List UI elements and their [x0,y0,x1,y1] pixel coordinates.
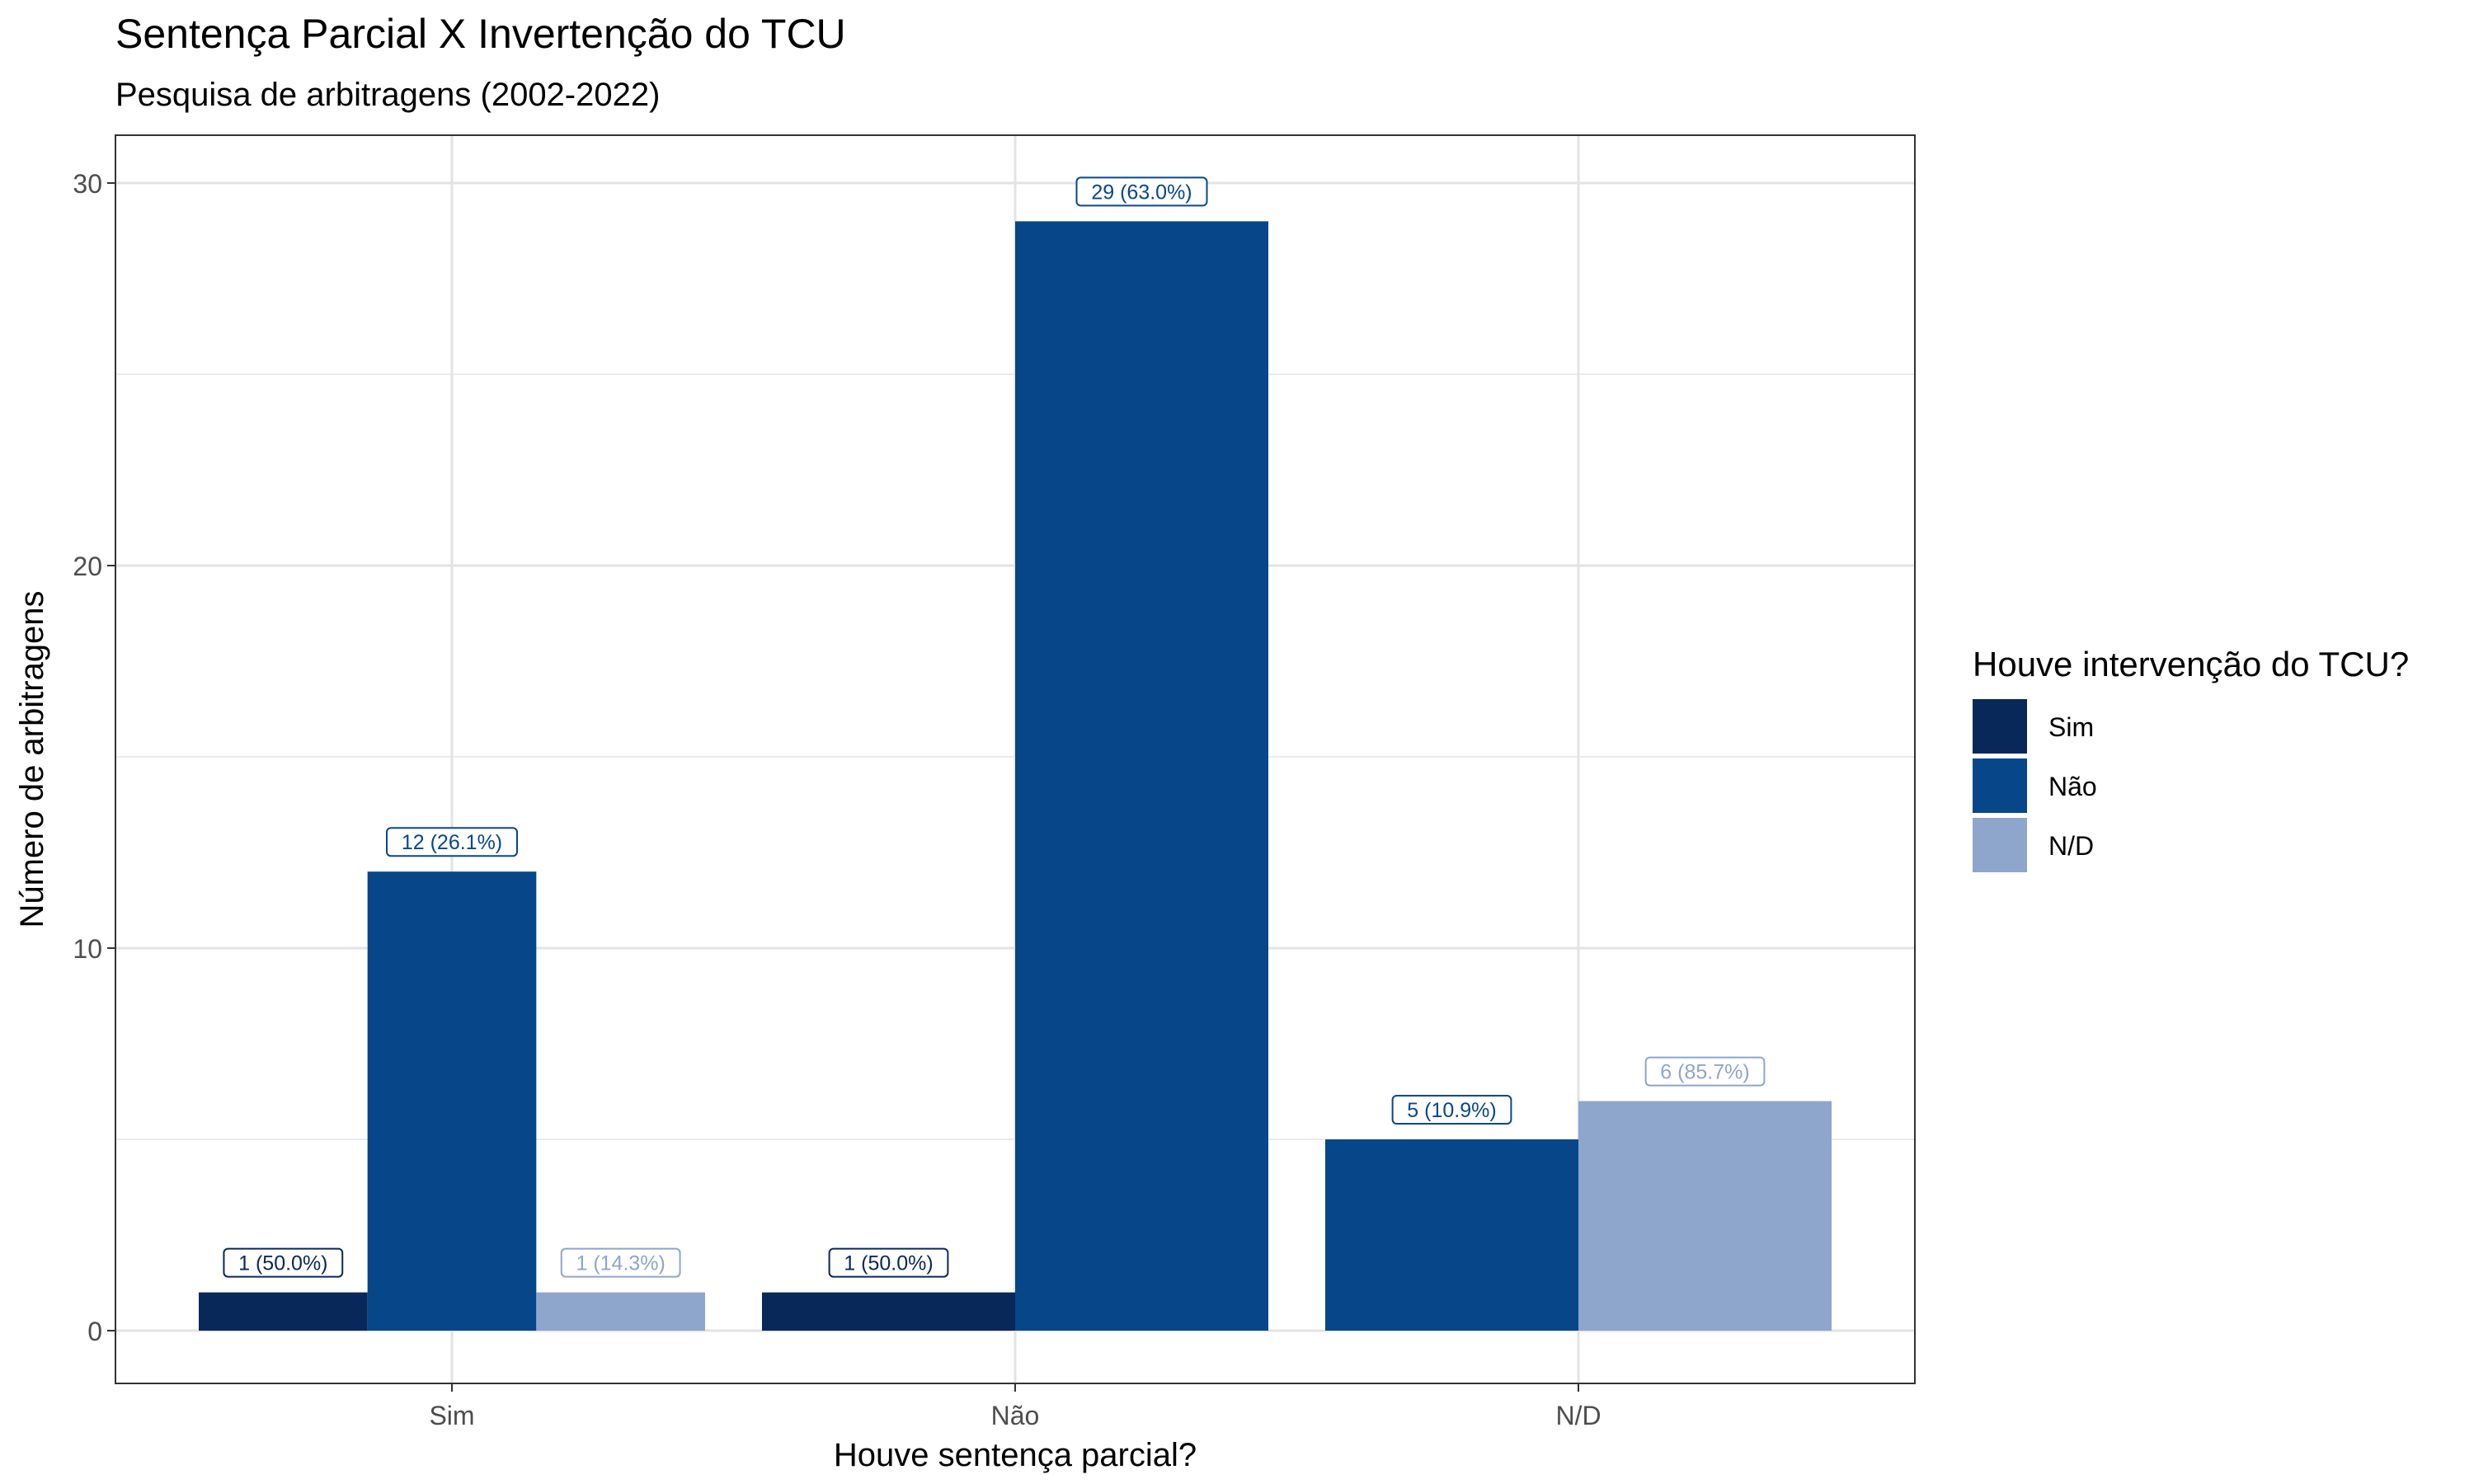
y-tick-label: 30 [73,169,102,199]
data-label: 1 (50.0%) [828,1247,949,1278]
data-label: 1 (14.3%) [560,1247,681,1278]
bar [1578,1101,1832,1331]
legend-key [1973,699,2027,754]
bar [367,871,537,1331]
x-tick-label: N/D [1555,1401,1601,1430]
data-label-text: 1 (14.3%) [576,1252,665,1275]
legend: Houve intervenção do TCU? Sim Não N/D [1973,645,2409,872]
data-labels: 1 (50.0%) 12 (26.1%) 1 (14.3%) 1 (50.0%) 29 … [223,176,1766,1278]
data-label-text: 29 (63.0%) [1091,181,1192,204]
data-label: 29 (63.0%) [1075,176,1208,207]
data-label-text: 1 (50.0%) [844,1252,933,1275]
axes: 0 10 20 30 Sim Não N/D [73,169,1601,1430]
bars [199,221,1832,1331]
data-label-text: 5 (10.9%) [1407,1099,1496,1122]
data-label: 5 (10.9%) [1391,1095,1512,1125]
bar [762,1292,1015,1331]
x-tick-label: Não [991,1401,1040,1430]
x-tick-label: Sim [429,1401,474,1430]
y-tick-label: 0 [87,1317,102,1346]
bar [1015,221,1268,1331]
data-label-text: 12 (26.1%) [402,831,502,854]
data-label: 6 (85.7%) [1644,1056,1766,1087]
bar [1325,1139,1578,1331]
data-label-text: 6 (85.7%) [1660,1061,1749,1084]
x-axis-label: Houve sentença parcial? [834,1437,1197,1473]
y-tick-label: 10 [73,934,102,964]
legend-label: N/D [2048,831,2094,861]
data-label: 12 (26.1%) [386,827,518,857]
legend-title: Houve intervenção do TCU? [1973,645,2409,683]
bar [199,1292,368,1331]
y-axis-label: Número de arbitragens [14,590,50,928]
data-label-text: 1 (50.0%) [238,1252,327,1275]
legend-label: Não [2048,772,2097,801]
legend-label: Sim [2048,712,2094,742]
chart-subtitle: Pesquisa de arbitragens (2002-2022) [115,77,660,113]
bar [536,1292,705,1331]
chart-title: Sentença Parcial X Invertenção do TCU [115,11,846,57]
legend-key [1973,758,2027,813]
y-tick-label: 20 [73,552,102,581]
data-label: 1 (50.0%) [223,1247,344,1278]
legend-key [1973,818,2027,872]
